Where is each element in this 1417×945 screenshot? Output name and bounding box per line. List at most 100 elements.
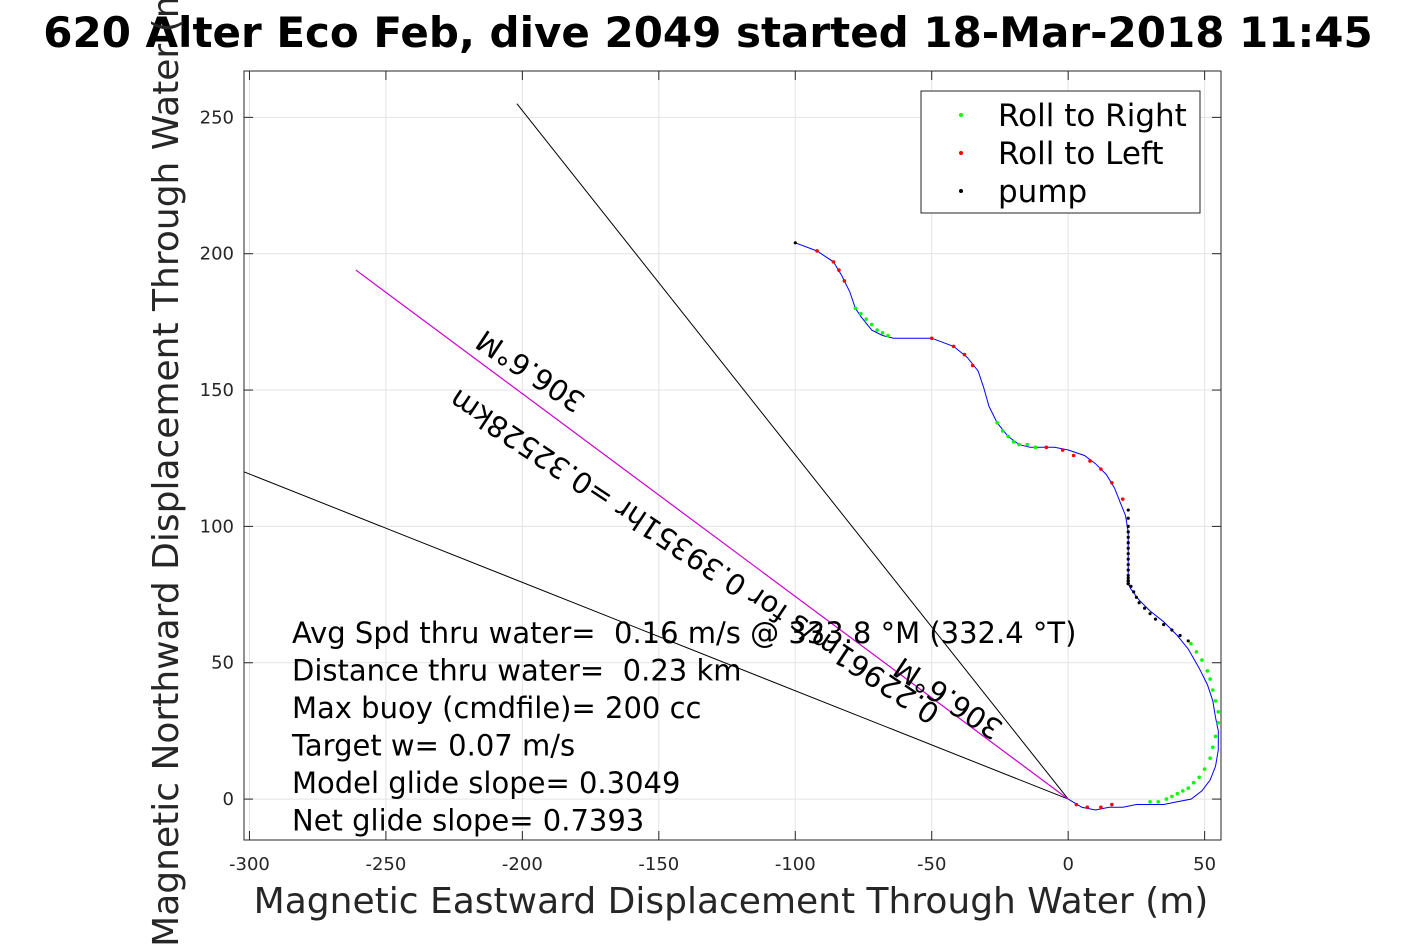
x-axis-label: Magnetic Eastward Displacement Through W…: [254, 881, 1209, 922]
y-tick-label: 100: [200, 516, 234, 537]
roll-right-point: [1011, 440, 1016, 444]
roll-right-point: [995, 420, 1000, 425]
roll-right-point: [1170, 794, 1174, 799]
roll-left-point: [1074, 802, 1079, 807]
plot-frame: [243, 70, 1222, 841]
roll-right-point: [1033, 445, 1038, 450]
x-tick-label: -50: [917, 854, 946, 875]
stats-annotation: Avg Spd thru water= 0.16 m/s @ 333.8 °M …: [291, 616, 1076, 838]
pump-point: [793, 241, 797, 245]
roll-left-point: [815, 249, 819, 253]
roll-right-point: [886, 333, 890, 338]
roll-right-point: [853, 306, 858, 311]
roll-right-point: [1213, 699, 1218, 703]
pump-point: [1126, 546, 1130, 550]
roll-left-point: [962, 352, 967, 357]
chart-title: 620 Alter Eco Feb, dive 2049 started 18-…: [43, 8, 1372, 57]
roll-right-point: [864, 317, 869, 321]
heading-line: [355, 269, 1069, 800]
x-tick-label: -200: [502, 854, 543, 875]
x-tick-label: 0: [1062, 854, 1073, 875]
roll-right-point: [1216, 720, 1221, 725]
roll-right-point: [1197, 775, 1201, 780]
pump-point: [1126, 530, 1130, 534]
pump-point: [1134, 595, 1138, 599]
roll-right-point: [1191, 780, 1196, 785]
roll-right-point: [1156, 800, 1161, 804]
pump-point: [1126, 524, 1130, 529]
reference-line: [244, 471, 1069, 800]
pump-point: [1126, 562, 1130, 567]
axes: [243, 70, 1222, 841]
pump-point: [1126, 579, 1130, 583]
pump-point: [1162, 622, 1166, 627]
roll-right-point: [858, 311, 863, 316]
roll-left-point: [951, 344, 956, 349]
pump-point: [1186, 639, 1190, 643]
roll-right-point: [1017, 442, 1021, 447]
pump-point: [1126, 516, 1130, 520]
roll-left-point: [837, 268, 841, 272]
roll-left-point: [1060, 448, 1065, 452]
pump-point: [1126, 568, 1130, 572]
roll-right-point: [1211, 745, 1215, 750]
y-tick-label: 50: [211, 653, 234, 674]
roll-right-point: [1202, 767, 1207, 771]
pump-point: [1126, 557, 1130, 561]
roll-right-point: [1006, 434, 1010, 439]
roll-left-point: [1085, 805, 1090, 810]
x-tick-label: -150: [638, 854, 679, 875]
x-tick-label: 50: [1193, 854, 1216, 875]
y-axis-label: Magnetic Northward Displacement Through …: [146, 0, 187, 945]
roll-right-point: [1186, 786, 1191, 790]
legend-marker: [959, 189, 963, 193]
pump-point: [1126, 535, 1130, 539]
y-tick-label: 250: [200, 107, 234, 128]
roll-left-point: [1099, 467, 1103, 471]
pump-point: [1126, 582, 1130, 586]
pump-point: [1126, 576, 1130, 580]
roll-right-point: [869, 322, 874, 327]
stat-line: Net glide slope= 0.7393: [292, 804, 644, 838]
y-tick-label: 200: [200, 244, 234, 265]
pump-point: [1142, 606, 1147, 610]
roll-right-point: [1208, 756, 1212, 760]
legend-entry: Roll to Left: [998, 136, 1164, 172]
reference-line: [516, 103, 1069, 800]
legend-entry: Roll to Right: [998, 98, 1187, 134]
roll-left-point: [842, 279, 847, 283]
roll-right-point: [1189, 641, 1193, 646]
pump-point: [1126, 573, 1130, 578]
roll-left-point: [1099, 805, 1103, 810]
roll-right-point: [1175, 791, 1180, 796]
roll-left-point: [1110, 802, 1114, 807]
roll-right-point: [1194, 650, 1199, 654]
pump-point: [1132, 590, 1136, 594]
pump-point: [1126, 552, 1130, 556]
roll-right-point: [1148, 800, 1152, 804]
pump-point: [1126, 541, 1130, 545]
pump-point: [1129, 584, 1133, 588]
roll-right-point: [1000, 429, 1005, 433]
pump-point: [1178, 633, 1182, 638]
stat-line: Max buoy (cmdfile)= 200 cc: [292, 691, 701, 725]
legend-box: [920, 90, 1201, 214]
pump-point: [1148, 612, 1152, 616]
pump-point: [1170, 628, 1174, 632]
y-tick-label: 150: [200, 380, 234, 401]
roll-left-point: [831, 260, 836, 264]
roll-right-point: [1200, 658, 1204, 662]
tick-labels: -300 -250 -200 -150 -100 -50 0 50 0 50 100 150 200 25…: [200, 107, 1216, 875]
roll-right-point: [1208, 677, 1212, 681]
roll-right-point: [1205, 669, 1210, 673]
x-tick-label: -300: [229, 854, 270, 875]
legend-marker: [959, 151, 963, 155]
stat-line: Model glide slope= 0.3049: [292, 766, 680, 800]
x-tick-label: -250: [365, 854, 406, 875]
pump-point: [1153, 617, 1158, 621]
roll-right-point: [1213, 734, 1218, 739]
roll-left-point: [1044, 445, 1049, 450]
stat-line: Target w= 0.07 m/s: [291, 729, 575, 763]
roll-left-point: [970, 363, 975, 368]
